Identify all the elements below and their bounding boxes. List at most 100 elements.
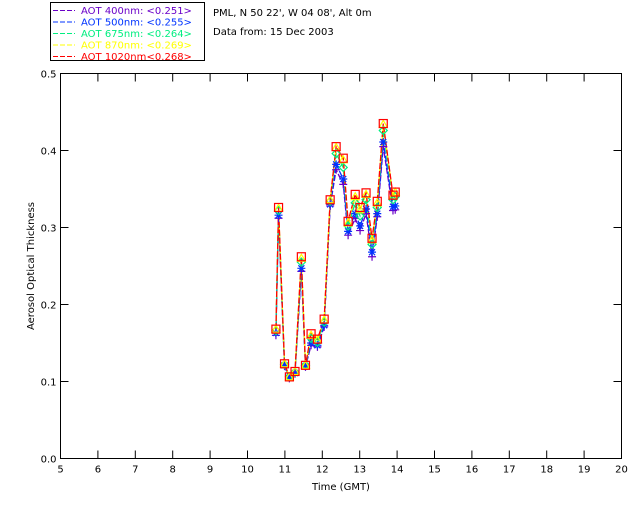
legend-mean: : <0.251> <box>140 6 192 17</box>
y-tick-label: 0.4 <box>41 147 57 158</box>
data-point-square <box>367 233 377 243</box>
data-point-square <box>355 202 365 213</box>
legend-label: AOT 400nm <box>81 6 140 17</box>
legend-mean: : <0.255> <box>140 18 192 29</box>
legend-mean: : <0.264> <box>140 29 192 40</box>
data-point-triangle <box>279 358 290 368</box>
data-point-square <box>279 359 290 369</box>
legend-label: AOT 1020nm <box>81 52 146 63</box>
data-point-triangle <box>350 191 361 201</box>
data-point-asterisk <box>344 227 353 236</box>
data-point-square <box>290 366 300 377</box>
data-point-asterisk <box>285 373 294 382</box>
data-point-diamond <box>378 125 389 136</box>
x-tick-label: 9 <box>207 465 213 476</box>
data-point-triangle <box>289 366 301 376</box>
legend-box <box>50 2 205 61</box>
legend-mean: : <0.269> <box>140 41 192 52</box>
x-tick-label: 10 <box>241 465 254 476</box>
legend-label: AOT 500nm <box>81 18 140 29</box>
data-point-diamond <box>331 148 341 159</box>
data-point-asterisk <box>391 201 400 210</box>
data-point-asterisk <box>356 221 365 230</box>
x-tick-label: 12 <box>316 465 329 476</box>
data-point-asterisk <box>326 200 335 209</box>
x-tick-label: 6 <box>95 465 101 476</box>
data-point-square <box>338 153 348 163</box>
data-point-square <box>273 202 284 213</box>
data-point-diamond <box>279 359 290 370</box>
data-point-square <box>296 252 306 262</box>
data-point-asterisk <box>362 205 371 214</box>
data-point-asterisk <box>368 248 377 257</box>
data-point-asterisk <box>332 160 341 169</box>
x-tick-label: 20 <box>615 465 628 476</box>
data-point-triangle <box>355 204 366 214</box>
data-point-square <box>378 118 388 129</box>
plot-frame <box>60 73 622 459</box>
data-point-triangle <box>325 194 336 204</box>
date-label: Data from: 15 Dec 2003 <box>213 27 334 38</box>
y-tick-label: 0.5 <box>41 70 57 81</box>
data-point-asterisk <box>388 202 397 211</box>
data-point-asterisk <box>351 209 360 218</box>
x-tick-label: 11 <box>279 465 292 476</box>
data-point-triangle <box>300 360 311 369</box>
y-tick-label: 0.2 <box>41 301 57 312</box>
data-point-square <box>361 188 371 198</box>
y-tick-label: 0.3 <box>41 224 57 235</box>
legend-label: AOT 675nm <box>81 29 140 40</box>
x-tick-label: 13 <box>353 465 366 476</box>
legend-label: AOT 870nm <box>81 41 140 52</box>
data-point-square <box>306 329 316 339</box>
series-line-1 <box>275 141 396 379</box>
data-point-square <box>300 360 311 370</box>
y-tick-label: 0.1 <box>41 378 57 389</box>
x-tick-label: 17 <box>503 465 516 476</box>
data-point-square <box>343 216 353 226</box>
data-point-asterisk <box>290 369 299 378</box>
data-point-asterisk <box>313 341 322 350</box>
x-tick-label: 16 <box>466 465 479 476</box>
data-point-square <box>271 324 281 334</box>
data-point-square <box>319 314 329 324</box>
data-point-asterisk <box>280 361 289 370</box>
data-point-square <box>388 190 398 200</box>
y-tick-label: 0.0 <box>41 455 57 466</box>
data-point-asterisk <box>297 264 306 273</box>
data-point-square <box>390 187 400 197</box>
location-label: PML, N 50 22', W 04 08', Alt 0m <box>213 8 372 19</box>
x-tick-label: 19 <box>578 465 591 476</box>
x-tick-label: 7 <box>132 465 138 476</box>
data-point-square <box>325 195 335 205</box>
data-point-asterisk <box>339 174 348 183</box>
data-point-triangle <box>270 323 281 333</box>
data-point-asterisk <box>320 321 329 330</box>
data-point-diamond <box>361 194 371 205</box>
x-tick-label: 15 <box>428 465 441 476</box>
data-point-diamond <box>290 367 300 378</box>
data-point-diamond <box>338 162 349 173</box>
data-point-asterisk <box>373 209 382 218</box>
x-tick-label: 18 <box>540 465 553 476</box>
x-tick-label: 5 <box>57 465 63 476</box>
x-tick-label: 8 <box>170 465 176 476</box>
data-point-asterisk <box>301 362 310 371</box>
series-line-4 <box>275 123 396 379</box>
x-axis-label: Time (GMT) <box>311 482 370 493</box>
legend-mean: : <0.268> <box>140 52 192 63</box>
data-point-diamond <box>350 198 361 208</box>
data-point-diamond <box>355 211 365 221</box>
x-tick-label: 14 <box>391 465 404 476</box>
series-line-0 <box>275 146 396 380</box>
data-point-asterisk <box>379 138 388 147</box>
data-point-square <box>350 189 360 199</box>
legend: AOT 400nm: <0.251>AOT 500nm: <0.255>AOT … <box>50 2 205 63</box>
data-point-square <box>312 334 323 344</box>
data-point-square <box>331 142 341 152</box>
y-axis-label: Aerosol Optical Thickness <box>26 202 37 330</box>
data-point-square <box>284 372 294 382</box>
data-point-square <box>372 196 382 206</box>
data-point-triangle <box>284 371 295 381</box>
